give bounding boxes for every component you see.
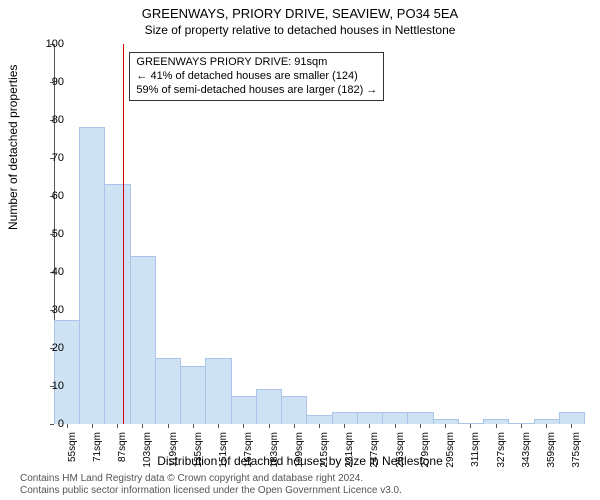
x-tick-mark xyxy=(445,424,446,428)
histogram-bar xyxy=(281,396,307,424)
x-axis-label: Distribution of detached houses by size … xyxy=(0,454,600,468)
chart-title: GREENWAYS, PRIORY DRIVE, SEAVIEW, PO34 5… xyxy=(0,0,600,21)
x-tick-mark xyxy=(142,424,143,428)
footer-line-2: Contains public sector information licen… xyxy=(20,485,402,497)
annotation-box: GREENWAYS PRIORY DRIVE: 91sqm ← 41% of d… xyxy=(129,52,384,101)
histogram-bar xyxy=(79,127,105,424)
histogram-bar xyxy=(54,320,80,424)
y-tick-label: 90 xyxy=(34,76,64,88)
histogram-bar xyxy=(231,396,257,424)
x-tick-mark xyxy=(496,424,497,428)
histogram-bar xyxy=(382,412,408,424)
annotation-line-2: ← 41% of detached houses are smaller (12… xyxy=(136,70,377,84)
x-tick-mark xyxy=(294,424,295,428)
y-tick-label: 0 xyxy=(34,418,64,430)
x-tick-mark xyxy=(269,424,270,428)
footer-attribution: Contains HM Land Registry data © Crown c… xyxy=(20,473,402,496)
x-tick-mark xyxy=(470,424,471,428)
histogram-bar xyxy=(306,415,332,424)
histogram-bar xyxy=(205,358,231,424)
y-tick-label: 30 xyxy=(34,304,64,316)
annotation-line-3: 59% of semi-detached houses are larger (… xyxy=(136,84,377,98)
y-axis-label: Number of detached properties xyxy=(6,65,20,230)
x-tick-mark xyxy=(546,424,547,428)
footer-line-1: Contains HM Land Registry data © Crown c… xyxy=(20,473,402,485)
x-tick-mark xyxy=(243,424,244,428)
x-tick-mark xyxy=(319,424,320,428)
x-tick-mark xyxy=(521,424,522,428)
histogram-bar xyxy=(407,412,433,424)
histogram-bar xyxy=(155,358,181,424)
annotation-line-1: GREENWAYS PRIORY DRIVE: 91sqm xyxy=(136,56,377,70)
histogram-bar xyxy=(130,256,156,424)
chart-container: GREENWAYS, PRIORY DRIVE, SEAVIEW, PO34 5… xyxy=(0,0,600,500)
histogram-bar xyxy=(559,412,585,424)
plot-area: GREENWAYS PRIORY DRIVE: 91sqm ← 41% of d… xyxy=(54,44,584,424)
y-tick-label: 20 xyxy=(34,342,64,354)
x-tick-mark xyxy=(420,424,421,428)
histogram-bar xyxy=(180,366,206,424)
histogram-bar xyxy=(332,412,358,424)
x-tick-mark xyxy=(168,424,169,428)
x-tick-mark xyxy=(395,424,396,428)
x-tick-mark xyxy=(92,424,93,428)
x-tick-mark xyxy=(67,424,68,428)
histogram-bar xyxy=(256,389,282,424)
histogram-bar xyxy=(104,184,130,424)
y-tick-label: 80 xyxy=(34,114,64,126)
x-tick-mark xyxy=(117,424,118,428)
y-tick-label: 100 xyxy=(34,38,64,50)
y-tick-label: 10 xyxy=(34,380,64,392)
y-tick-label: 40 xyxy=(34,266,64,278)
x-tick-mark xyxy=(218,424,219,428)
x-tick-mark xyxy=(571,424,572,428)
property-marker-line xyxy=(123,44,124,424)
x-tick-mark xyxy=(344,424,345,428)
histogram-bar xyxy=(357,412,383,424)
y-tick-label: 50 xyxy=(34,228,64,240)
y-tick-label: 70 xyxy=(34,152,64,164)
x-tick-mark xyxy=(369,424,370,428)
x-tick-mark xyxy=(193,424,194,428)
chart-subtitle: Size of property relative to detached ho… xyxy=(0,21,600,37)
y-tick-label: 60 xyxy=(34,190,64,202)
